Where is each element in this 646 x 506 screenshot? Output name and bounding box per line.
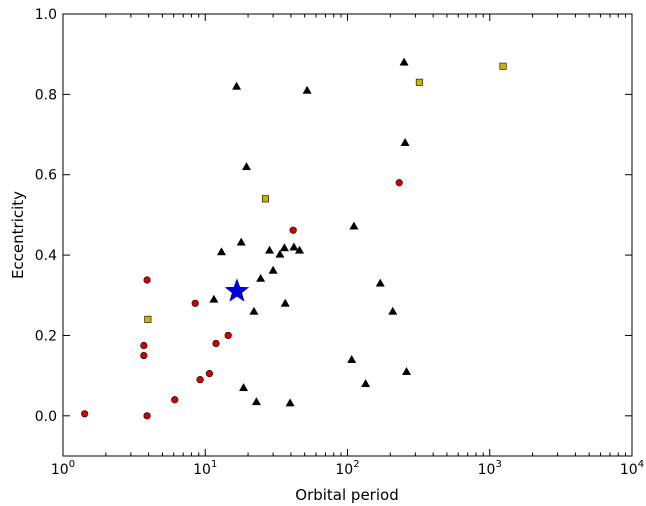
data-point-circle [191, 299, 199, 307]
data-point-circle [143, 276, 151, 284]
data-point-circle [143, 412, 151, 420]
data-point-triangle [375, 278, 385, 287]
data-point-square [144, 315, 152, 323]
x-tick-label: 100 [51, 459, 75, 478]
y-tick-label: 1.0 [35, 7, 57, 23]
data-point-triangle [285, 398, 295, 407]
x-tick-label: 101 [193, 459, 217, 478]
data-point-circle [140, 341, 148, 350]
data-point-circle [395, 179, 403, 187]
data-point-circle [171, 396, 179, 404]
data-point-square [261, 195, 269, 203]
data-point-triangle [294, 245, 305, 254]
data-point-triangle [349, 221, 359, 230]
x-axis-title: Orbital period [295, 486, 398, 504]
data-point-triangle [236, 237, 246, 246]
data-point-circle [196, 376, 204, 384]
data-point-triangle [400, 137, 410, 146]
data-point-triangle [279, 243, 289, 252]
data-point-triangle [249, 306, 259, 315]
y-tick-label: 0.6 [35, 168, 57, 184]
data-point-triangle [388, 306, 398, 315]
data-point-circle [212, 339, 220, 348]
data-point-circle [205, 370, 214, 378]
data-marks [81, 57, 507, 420]
x-tick-label: 102 [335, 459, 359, 478]
data-point-triangle [268, 265, 278, 274]
y-tick-label: 0.0 [35, 409, 57, 425]
y-tick-label: 0.4 [35, 248, 57, 264]
data-point-triangle [256, 273, 266, 282]
data-point-star [224, 278, 250, 302]
data-point-circle [289, 226, 297, 234]
data-point-triangle [401, 367, 412, 375]
data-point-triangle [209, 294, 219, 303]
data-point-triangle [280, 298, 290, 307]
x-tick-label: 103 [478, 459, 502, 478]
plot-area [62, 13, 633, 457]
data-point-square [415, 78, 423, 86]
data-point-triangle [361, 379, 371, 388]
y-axis-title: Eccentricity [9, 191, 27, 279]
axis-ticks: 100 101 102 103 104 0.0 0.2 0.4 0.6 0.8 1.0 [35, 7, 644, 478]
data-point-triangle [399, 57, 409, 66]
data-point-square [499, 62, 507, 70]
data-point-circle [224, 331, 232, 340]
data-point-triangle [275, 249, 285, 258]
y-tick-label: 0.8 [35, 87, 57, 103]
data-point-triangle [289, 242, 299, 251]
data-point-triangle [347, 354, 357, 363]
data-point-triangle [216, 247, 227, 256]
data-point-triangle [251, 397, 261, 406]
data-point-triangle [232, 81, 242, 90]
data-point-circle [140, 351, 148, 360]
x-tick-label: 104 [620, 459, 644, 478]
data-point-circle [81, 410, 89, 418]
data-point-triangle [239, 383, 249, 392]
data-point-triangle [264, 245, 275, 254]
data-point-triangle [241, 162, 252, 171]
data-point-triangle [302, 85, 312, 94]
y-tick-label: 0.2 [35, 328, 57, 344]
